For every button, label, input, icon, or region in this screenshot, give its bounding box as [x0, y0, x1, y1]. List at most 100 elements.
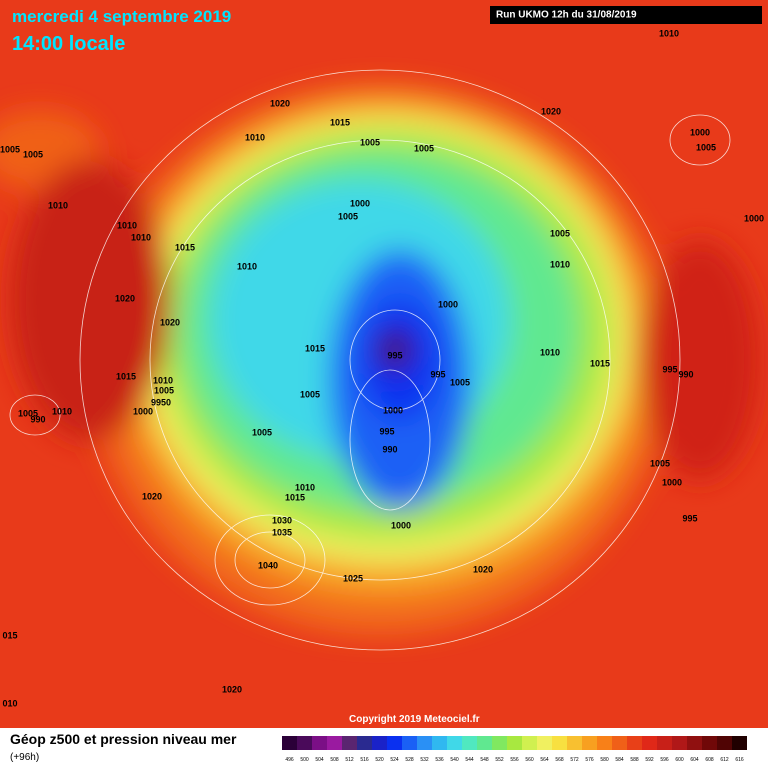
- isobar-label: 1010: [153, 375, 173, 385]
- legend-label: 508: [330, 757, 339, 763]
- isobar-label: 1020: [222, 684, 242, 694]
- isobar-label: 1010: [295, 482, 315, 492]
- isobar-label: 1010: [237, 261, 257, 271]
- isobar-label: 1000: [744, 213, 764, 223]
- legend-label: 516: [360, 757, 369, 763]
- legend-swatch: [327, 736, 342, 750]
- isobar-label: 1015: [330, 117, 350, 127]
- isobar-label: 1020: [270, 98, 290, 108]
- run-text: Run UKMO 12h du 31/08/2019: [496, 10, 637, 21]
- isobar-label: 1000: [391, 520, 411, 530]
- isobar-label: 1005: [414, 143, 434, 153]
- copyright: Copyright 2019 Meteociel.fr: [349, 714, 480, 725]
- isobar-label: 1005: [450, 377, 470, 387]
- isobar-label: 1015: [116, 371, 136, 381]
- legend-label: 596: [660, 757, 669, 763]
- isobar-label: 1040: [258, 560, 278, 570]
- legend-swatch: [342, 736, 357, 750]
- isobar-label: 015: [2, 630, 17, 640]
- run-box: [490, 6, 762, 24]
- legend-label: 552: [495, 757, 504, 763]
- legend-label: 556: [510, 757, 519, 763]
- legend-swatch: [312, 736, 327, 750]
- isobar-label: 1010: [540, 347, 560, 357]
- isobar-label: 1010: [131, 232, 151, 242]
- legend-label: 532: [420, 757, 429, 763]
- footer-title: Géop z500 et pression niveau mer: [10, 731, 237, 747]
- isobar-label: 1020: [115, 293, 135, 303]
- legend-swatch: [402, 736, 417, 750]
- isobar-label: 9950: [151, 397, 171, 407]
- legend-label: 500: [300, 757, 309, 763]
- legend-swatch: [567, 736, 582, 750]
- isobar-label: 1005: [360, 137, 380, 147]
- legend-label: 604: [690, 757, 699, 763]
- legend-label: 612: [720, 757, 729, 763]
- isobar-label: 995: [662, 364, 677, 374]
- isobar-label: 1015: [305, 343, 325, 353]
- legend-label: 600: [675, 757, 684, 763]
- legend-swatch: [387, 736, 402, 750]
- isobar-label: 1030: [272, 515, 292, 525]
- legend-label: 588: [630, 757, 639, 763]
- legend-label: 616: [735, 757, 744, 763]
- legend-label: 608: [705, 757, 714, 763]
- isobar-label: 1015: [590, 358, 610, 368]
- legend-swatch: [492, 736, 507, 750]
- legend-swatch: [597, 736, 612, 750]
- isobar-label: 1010: [48, 200, 68, 210]
- legend-swatch: [417, 736, 432, 750]
- isobar-label: 995: [430, 369, 445, 379]
- isobar-label: 1020: [473, 564, 493, 574]
- legend-label: 520: [375, 757, 384, 763]
- legend-label: 564: [540, 757, 549, 763]
- legend-swatch: [672, 736, 687, 750]
- isobar-label: 010: [2, 698, 17, 708]
- isobar-label: 990: [382, 444, 397, 454]
- isobar-label: 1010: [659, 28, 679, 38]
- isobar-label: 990: [30, 414, 45, 424]
- isobar-label: 1005: [550, 228, 570, 238]
- isobar-label: 990: [678, 369, 693, 379]
- legend-label: 544: [465, 757, 474, 763]
- legend-label: 584: [615, 757, 624, 763]
- time: 14:00 locale: [12, 33, 125, 55]
- isobar-label: 1010: [245, 132, 265, 142]
- isobar-label: 1010: [117, 220, 137, 230]
- isobar-label: 1000: [690, 127, 710, 137]
- legend-swatch: [552, 736, 567, 750]
- legend-swatch: [432, 736, 447, 750]
- isobar-label: 1005: [300, 389, 320, 399]
- isobar-label: 995: [682, 513, 697, 523]
- legend-label: 560: [525, 757, 534, 763]
- isobar-label: 1015: [285, 492, 305, 502]
- isobar-label: 1000: [438, 299, 458, 309]
- legend-swatch: [702, 736, 717, 750]
- isobar-label: 1015: [175, 242, 195, 252]
- legend-swatch: [477, 736, 492, 750]
- isobar-label: 1005: [154, 385, 174, 395]
- date: mercredi 4 septembre 2019: [12, 7, 231, 26]
- legend-swatch: [582, 736, 597, 750]
- legend-label: 524: [390, 757, 399, 763]
- isobar-label: 1005: [696, 142, 716, 152]
- legend-label: 572: [570, 757, 579, 763]
- footer-lead: (+96h): [10, 752, 39, 763]
- isobar-label: 995: [379, 426, 394, 436]
- isobar-label: 995: [387, 350, 402, 360]
- isobar-label: 1000: [662, 477, 682, 487]
- legend-swatch: [357, 736, 372, 750]
- legend-swatch: [717, 736, 732, 750]
- legend-label: 528: [405, 757, 414, 763]
- isobar-label: 1000: [350, 198, 370, 208]
- legend-swatch: [687, 736, 702, 750]
- legend-label: 592: [645, 757, 654, 763]
- isobar-label: 1035: [272, 527, 292, 537]
- legend-swatch: [372, 736, 387, 750]
- isobar-label: 1010: [52, 406, 72, 416]
- legend-label: 576: [585, 757, 594, 763]
- legend-swatch: [612, 736, 627, 750]
- legend-label: 504: [315, 757, 324, 763]
